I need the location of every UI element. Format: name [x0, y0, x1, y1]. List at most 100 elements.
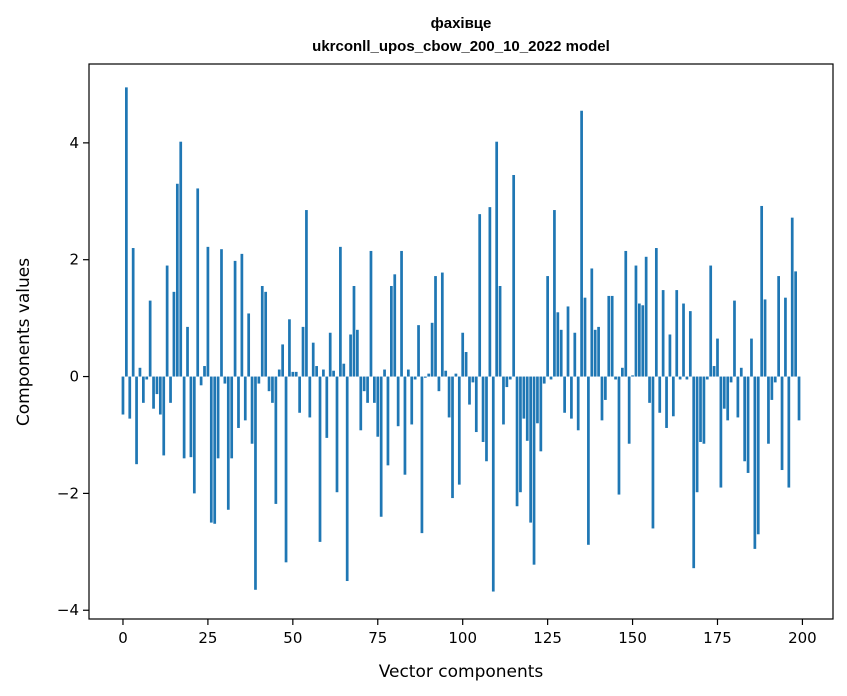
bar — [447, 376, 451, 418]
bar — [739, 367, 743, 377]
bar — [692, 376, 696, 569]
bar — [209, 376, 213, 523]
x-tick-label: 100 — [448, 629, 477, 647]
bar — [512, 175, 516, 377]
bar — [522, 376, 526, 419]
bar — [488, 207, 492, 377]
bar — [587, 376, 590, 545]
bar — [675, 290, 679, 377]
bar — [624, 250, 628, 377]
bar — [288, 319, 291, 377]
bar — [352, 286, 356, 377]
x-tick-label: 75 — [368, 629, 387, 647]
bar — [750, 338, 753, 377]
bar — [328, 332, 332, 377]
bar — [179, 141, 183, 377]
bar — [186, 326, 189, 377]
bar — [332, 370, 335, 377]
bar — [593, 329, 597, 377]
bar — [281, 344, 284, 377]
bar — [189, 376, 193, 458]
bar — [478, 214, 482, 377]
bar — [359, 376, 363, 431]
bar — [342, 363, 346, 377]
bar — [773, 376, 777, 383]
bar — [369, 250, 373, 377]
bar — [121, 376, 125, 415]
bar — [631, 375, 634, 377]
bar — [678, 376, 682, 380]
bar — [525, 376, 529, 441]
bar — [226, 376, 230, 510]
x-tick-label: 25 — [198, 629, 217, 647]
bar — [716, 338, 719, 377]
bar — [240, 253, 244, 377]
bar — [318, 376, 322, 542]
bar — [274, 376, 278, 504]
y-tick-label: 2 — [69, 251, 79, 269]
bar — [536, 376, 539, 424]
bar — [770, 376, 774, 400]
bar — [420, 376, 424, 534]
bar — [614, 376, 617, 380]
bar — [743, 376, 747, 462]
bar — [549, 376, 553, 380]
bar — [519, 376, 522, 493]
bar — [457, 376, 461, 485]
bar — [254, 376, 257, 590]
bar — [362, 376, 366, 392]
bar — [386, 376, 390, 466]
bar — [559, 329, 563, 377]
bar — [597, 326, 600, 377]
bar — [604, 376, 607, 400]
bar — [570, 376, 573, 419]
bar — [722, 376, 726, 409]
bar — [311, 342, 315, 377]
y-tick-label: −2 — [57, 484, 79, 502]
bar — [498, 286, 502, 377]
bar — [155, 376, 159, 395]
bar — [784, 297, 787, 377]
bar — [508, 376, 512, 380]
bar — [128, 376, 132, 419]
bar — [763, 299, 767, 377]
bar — [315, 366, 318, 377]
bar — [196, 188, 200, 377]
bar — [413, 376, 417, 380]
bar — [356, 329, 359, 377]
bar — [192, 376, 196, 494]
y-tick-label: −4 — [57, 601, 79, 619]
bar — [379, 376, 383, 517]
bar — [220, 249, 223, 377]
y-tick-label: 4 — [69, 134, 79, 152]
bar — [396, 376, 400, 427]
bar — [325, 376, 329, 438]
bar — [651, 376, 655, 529]
bar — [284, 376, 288, 563]
bar — [257, 376, 261, 384]
bar — [583, 297, 587, 377]
bar — [529, 376, 532, 523]
bar — [233, 260, 237, 377]
bar — [563, 376, 566, 413]
x-tick-label: 125 — [533, 629, 562, 647]
bar — [580, 110, 583, 377]
bar — [502, 376, 505, 425]
bar — [658, 376, 662, 413]
bar — [339, 246, 342, 377]
bar — [661, 290, 665, 377]
bar — [308, 376, 312, 418]
bar — [610, 295, 614, 377]
bar — [495, 141, 499, 377]
bars-group — [121, 87, 801, 592]
bar — [481, 376, 485, 442]
bar — [138, 367, 142, 377]
bar — [471, 376, 475, 383]
bar — [301, 326, 305, 377]
y-axis-ticks: −4 −2 0 2 4 — [57, 134, 89, 619]
x-tick-label: 150 — [618, 629, 647, 647]
bar — [682, 303, 685, 377]
bar — [135, 376, 138, 465]
bar — [668, 334, 672, 377]
bar — [607, 295, 611, 377]
